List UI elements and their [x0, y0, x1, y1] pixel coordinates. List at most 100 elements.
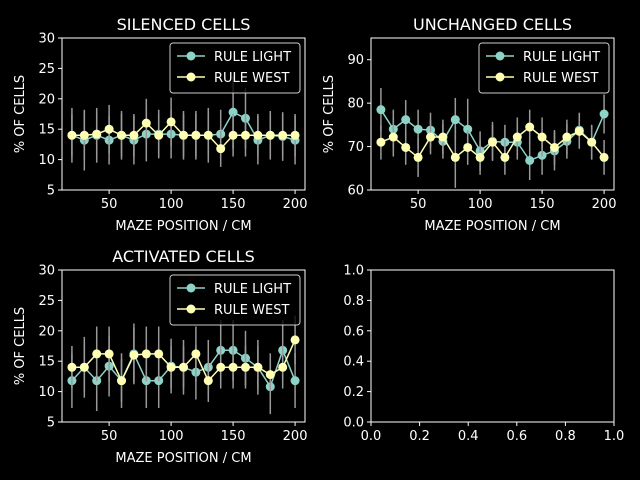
- chart-panel-4: 0.0 0.2 0.4 0.6 0.8 1.0 0.0 0.2 0.4 0.6 0.8 1.0: [343, 264, 624, 445]
- axes-frame: [61, 269, 306, 423]
- y-tick-label: 90: [347, 53, 364, 68]
- data-point: [376, 137, 386, 147]
- x-tick-label: 0.6: [506, 429, 527, 444]
- data-point: [166, 362, 176, 372]
- y-tick-label: 0.0: [343, 416, 364, 431]
- data-point: [253, 130, 263, 140]
- legend-entry: RULE WEST: [214, 71, 289, 86]
- y-tick-label: 15: [38, 123, 55, 138]
- data-point: [537, 132, 547, 142]
- x-tick-label: 100: [159, 197, 184, 212]
- data-point: [290, 376, 300, 386]
- legend-entry: RULE WEST: [214, 303, 289, 318]
- data-point: [278, 130, 288, 140]
- data-point: [141, 349, 151, 359]
- data-point: [104, 349, 114, 359]
- legend-swatch-marker: [495, 51, 505, 61]
- legend: RULE LIGHT RULE WEST: [169, 42, 301, 94]
- x-tick-label: 50: [410, 197, 427, 212]
- series-rule-west: [376, 109, 609, 188]
- legend-swatch-marker: [186, 283, 196, 293]
- data-point: [475, 152, 485, 162]
- y-tick-label: 0.6: [343, 324, 364, 339]
- data-point: [265, 130, 275, 140]
- y-tick-label: 5: [47, 184, 55, 199]
- y-tick-label: 25: [38, 294, 55, 309]
- y-tick-label: 30: [38, 264, 55, 279]
- legend-swatch-marker: [186, 304, 196, 314]
- axes-frame: [370, 37, 615, 191]
- axes-frame: [370, 269, 615, 423]
- data-point: [265, 370, 275, 380]
- data-point: [290, 335, 300, 345]
- data-point: [191, 130, 201, 140]
- data-point: [117, 130, 127, 140]
- x-tick-label: 50: [101, 429, 118, 444]
- data-point: [67, 362, 77, 372]
- data-point: [117, 376, 127, 386]
- data-point: [228, 130, 238, 140]
- data-point: [413, 152, 423, 162]
- chart-title: ACTIVATED CELLS: [112, 247, 255, 266]
- data-point: [525, 155, 535, 165]
- y-tick-label: 15: [38, 355, 55, 370]
- legend-entry: RULE LIGHT: [214, 50, 291, 65]
- x-tick-label: 0.8: [555, 429, 576, 444]
- data-point: [401, 115, 411, 125]
- data-point: [574, 126, 584, 136]
- data-point: [129, 130, 139, 140]
- data-point: [426, 132, 436, 142]
- x-axis-label: MAZE POSITION / CM: [115, 219, 251, 234]
- legend: RULE LIGHT RULE WEST: [169, 274, 301, 326]
- data-point: [500, 152, 510, 162]
- y-tick-label: 0.4: [343, 355, 364, 370]
- data-point: [253, 362, 263, 372]
- data-point: [141, 118, 151, 128]
- x-tick-label: 200: [592, 197, 617, 212]
- x-tick-label: 1.0: [604, 429, 625, 444]
- data-point: [79, 130, 89, 140]
- x-axis-label: MAZE POSITION / CM: [115, 451, 251, 466]
- data-point: [154, 349, 164, 359]
- data-point: [203, 130, 213, 140]
- x-tick-label: 0.0: [361, 429, 382, 444]
- data-point: [388, 132, 398, 142]
- data-point: [562, 132, 572, 142]
- data-point: [413, 124, 423, 134]
- y-tick-label: 5: [47, 416, 55, 431]
- legend-swatch-marker: [186, 51, 196, 61]
- y-tick-label: 0.8: [343, 294, 364, 309]
- data-point: [129, 350, 139, 360]
- data-point: [278, 362, 288, 372]
- x-tick-label: 150: [221, 197, 246, 212]
- y-tick-label: 20: [38, 92, 55, 107]
- x-tick-label: 0.2: [409, 429, 430, 444]
- data-point: [240, 362, 250, 372]
- data-point: [450, 115, 460, 125]
- x-tick-label: 100: [159, 429, 184, 444]
- legend-entry: RULE LIGHT: [523, 50, 600, 65]
- data-point: [104, 124, 114, 134]
- data-point: [290, 130, 300, 140]
- axes-frame: [61, 37, 306, 191]
- legend-entry: RULE LIGHT: [214, 282, 291, 297]
- y-axis-label: % OF CELLS: [13, 75, 28, 153]
- y-tick-label: 70: [347, 140, 364, 155]
- data-point: [463, 124, 473, 134]
- legend: RULE LIGHT RULE WEST: [478, 42, 610, 94]
- data-point: [488, 137, 497, 147]
- data-point: [166, 117, 176, 127]
- series-rule-west: [67, 315, 300, 402]
- x-tick-label: 200: [283, 197, 308, 212]
- data-point: [228, 362, 238, 372]
- data-point: [179, 362, 188, 372]
- chart-panel-3: ACTIVATED CELLS 50 100 150 200 5 10 15 20 25 30 MAZ…: [13, 247, 307, 466]
- data-point: [203, 376, 213, 386]
- y-tick-label: 20: [38, 324, 55, 339]
- chart-panel-2: UNCHANGED CELLS 50 100 150 200 60 70 80 90 MAZE P…: [322, 15, 616, 234]
- chart-title: UNCHANGED CELLS: [413, 15, 572, 34]
- data-point: [240, 130, 250, 140]
- x-tick-label: 50: [101, 197, 118, 212]
- data-point: [438, 132, 448, 142]
